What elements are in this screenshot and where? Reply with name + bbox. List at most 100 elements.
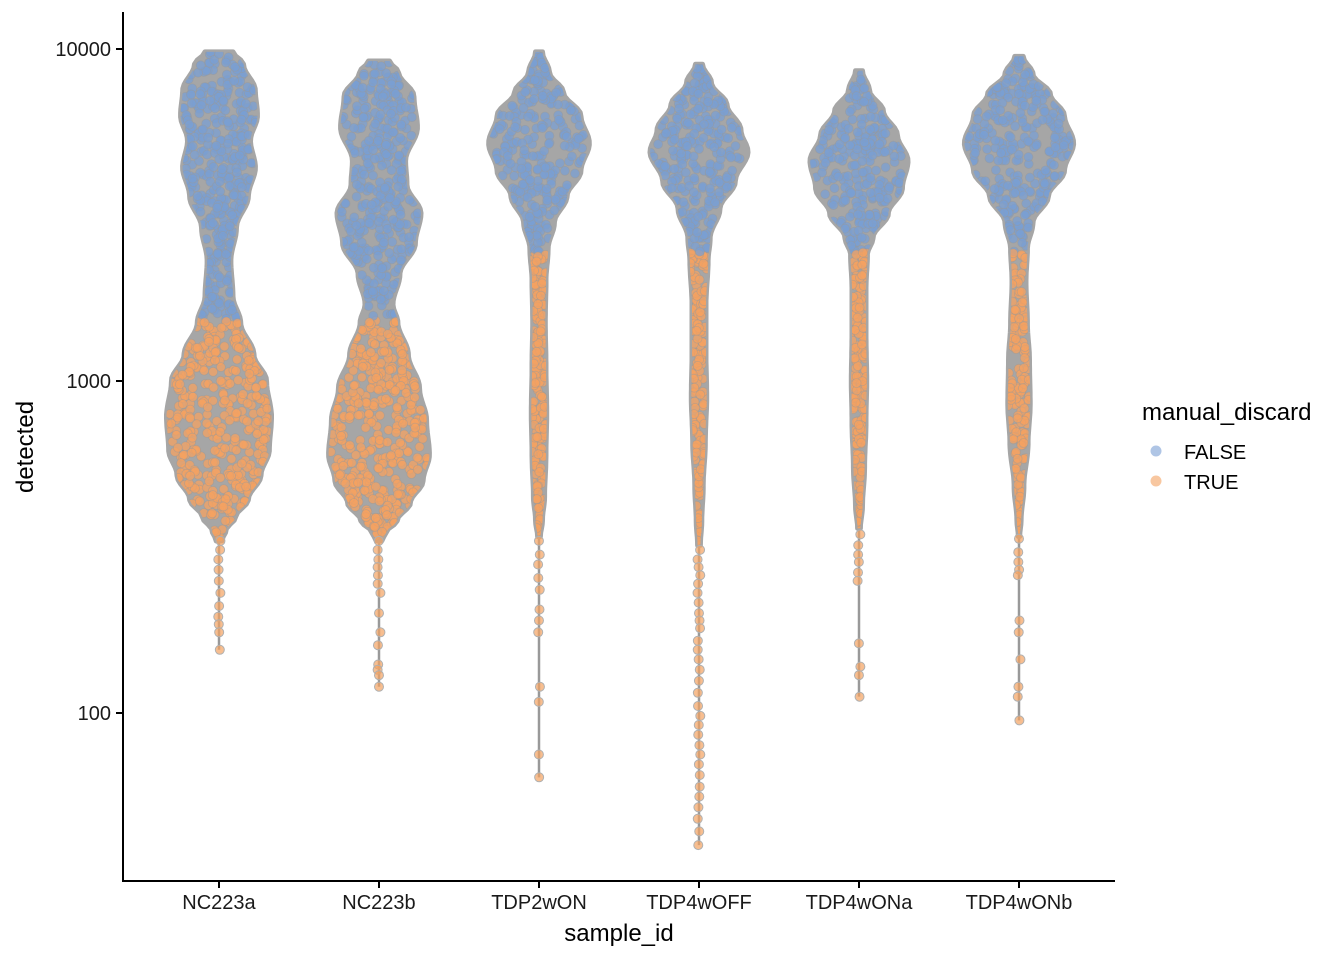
- data-point: [865, 111, 876, 122]
- data-point: [186, 89, 197, 100]
- data-point: [970, 147, 981, 158]
- data-point: [357, 361, 368, 372]
- data-point: [174, 379, 185, 390]
- data-point: [859, 97, 869, 107]
- outlier-point: [534, 549, 545, 560]
- data-point: [412, 464, 423, 475]
- outlier-point: [695, 570, 706, 581]
- data-point: [375, 109, 386, 120]
- data-point: [1023, 136, 1034, 147]
- legend-key-false: [1150, 445, 1162, 457]
- data-point: [242, 416, 252, 427]
- data-point: [192, 342, 203, 353]
- data-point: [880, 147, 890, 157]
- data-point: [550, 194, 561, 205]
- x-tick-label: TDP4wOFF: [646, 892, 752, 914]
- data-point: [381, 140, 392, 150]
- data-point: [541, 183, 552, 194]
- outlier-point: [533, 615, 544, 626]
- outlier-point: [695, 710, 706, 721]
- data-point: [384, 364, 395, 375]
- data-point: [829, 183, 840, 194]
- data-point: [979, 129, 989, 140]
- data-point: [378, 286, 389, 296]
- data-point: [530, 201, 541, 212]
- outlier-point: [1014, 715, 1025, 726]
- data-point: [824, 125, 834, 136]
- data-point: [166, 418, 177, 429]
- data-point: [532, 432, 543, 443]
- data-point: [201, 418, 212, 429]
- data-point: [221, 249, 231, 260]
- data-point: [1010, 334, 1021, 345]
- data-point: [853, 209, 863, 220]
- data-point: [386, 108, 396, 119]
- data-point: [187, 173, 198, 184]
- data-point: [207, 508, 218, 519]
- data-point: [195, 206, 206, 217]
- data-point: [529, 75, 540, 86]
- outlier-point: [373, 535, 384, 546]
- data-point: [340, 478, 351, 489]
- data-point: [377, 91, 388, 102]
- outlier-point: [853, 540, 864, 551]
- data-point: [221, 276, 232, 287]
- data-point: [219, 341, 230, 352]
- data-point: [224, 415, 235, 426]
- data-point: [363, 301, 374, 311]
- data-point: [691, 447, 702, 458]
- data-point: [358, 70, 369, 81]
- data-point: [203, 336, 214, 347]
- data-point: [233, 375, 244, 386]
- data-point: [227, 305, 238, 316]
- data-point: [215, 362, 226, 373]
- data-point: [364, 218, 375, 229]
- outlier-point: [693, 720, 704, 730]
- data-point: [207, 303, 218, 314]
- data-point: [357, 82, 368, 93]
- outlier-point: [213, 554, 224, 565]
- data-point: [194, 350, 205, 361]
- data-point: [414, 441, 425, 452]
- data-point: [698, 258, 709, 269]
- data-point: [400, 155, 411, 166]
- data-point: [726, 122, 737, 133]
- data-point: [845, 211, 855, 222]
- data-point: [661, 128, 671, 139]
- data-point: [527, 151, 538, 162]
- x-ticks: NC223a NC223b TDP2wON TDP4wOFF TDP4wONa TDP4w…: [182, 881, 1072, 914]
- data-point: [224, 181, 235, 192]
- data-point: [220, 105, 231, 116]
- outlier-point: [374, 608, 385, 619]
- data-point: [856, 232, 867, 243]
- outlier-point: [693, 802, 704, 813]
- data-point: [1008, 434, 1019, 445]
- data-point: [365, 347, 376, 358]
- data-point: [518, 103, 529, 113]
- violin-points: [964, 56, 1074, 537]
- data-point: [379, 182, 390, 193]
- data-point: [972, 114, 983, 124]
- data-point: [391, 427, 402, 438]
- data-point: [199, 317, 210, 328]
- data-point: [1039, 178, 1050, 189]
- violin-TDP4wONb: [961, 53, 1077, 726]
- data-point: [703, 97, 713, 107]
- outlier-point: [695, 623, 706, 634]
- data-point: [230, 365, 241, 376]
- violins-layer: [164, 49, 1077, 851]
- data-point: [409, 381, 420, 392]
- data-point: [700, 347, 711, 358]
- data-point: [370, 481, 381, 492]
- data-point: [396, 244, 407, 255]
- data-point: [1020, 342, 1030, 352]
- outlier-point: [693, 562, 704, 573]
- data-point: [351, 220, 362, 231]
- data-point: [234, 150, 245, 161]
- outlier-point: [533, 573, 544, 583]
- data-point: [394, 150, 405, 161]
- data-point: [1025, 172, 1035, 183]
- data-point: [689, 173, 700, 184]
- data-point: [404, 232, 415, 243]
- data-point: [845, 140, 855, 151]
